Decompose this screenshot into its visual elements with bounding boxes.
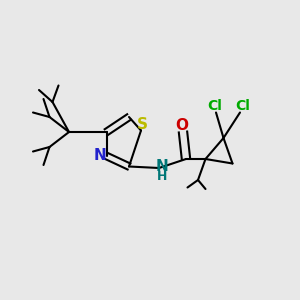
Text: H: H — [157, 170, 167, 184]
Text: O: O — [175, 118, 188, 133]
Text: Cl: Cl — [236, 99, 250, 113]
Text: S: S — [137, 117, 148, 132]
Text: N: N — [156, 159, 168, 174]
Text: N: N — [94, 148, 106, 164]
Text: Cl: Cl — [207, 99, 222, 113]
